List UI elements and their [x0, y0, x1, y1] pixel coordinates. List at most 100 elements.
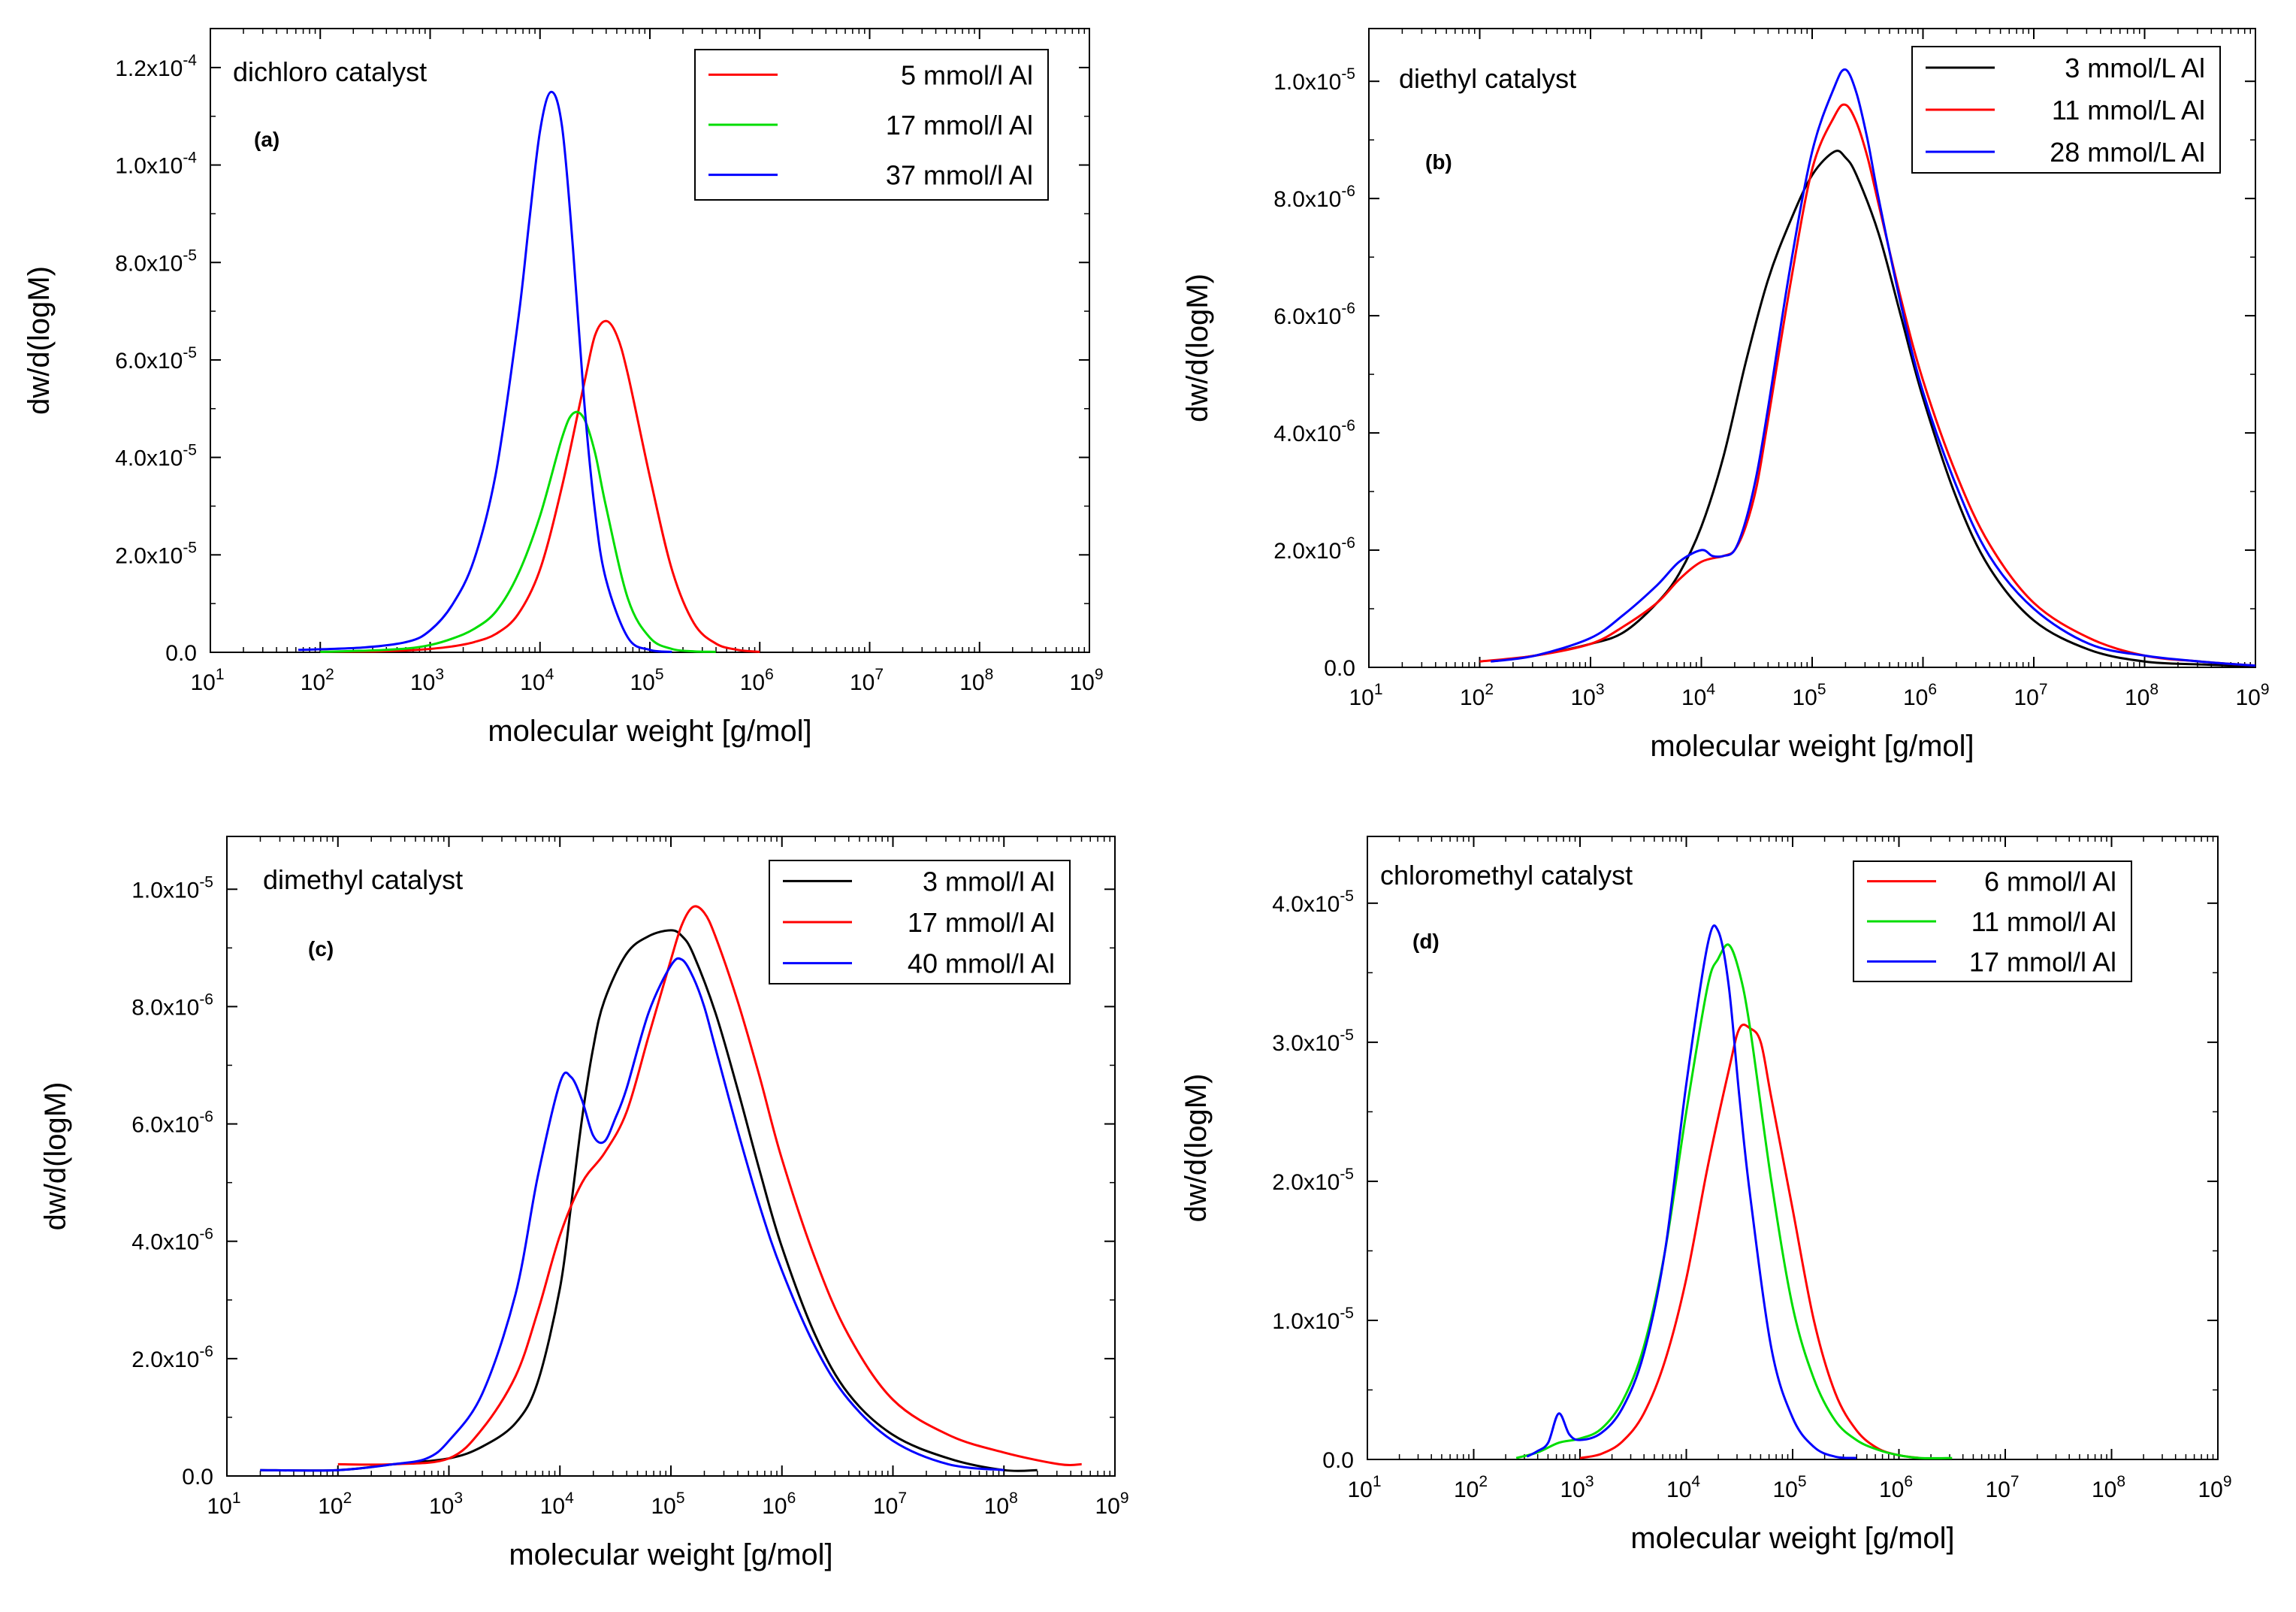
x-axis-label: molecular weight [g/mol] — [509, 1538, 832, 1571]
legend-label: 11 mmol/l Al — [1971, 906, 2116, 937]
y-tick-label: 8.0x10-6 — [131, 990, 213, 1020]
x-tick-label: 102 — [1460, 681, 1494, 710]
x-tick-label: 108 — [984, 1490, 1018, 1519]
legend: 3 mmol/l Al 17 mmol/l Al 40 mmol/l Al — [769, 860, 1071, 984]
panel-label: (d) — [1412, 930, 1440, 953]
y-tick-label: 3.0x10-5 — [1272, 1027, 1354, 1056]
legend-label: 40 mmol/l Al — [908, 948, 1055, 979]
series-line — [1491, 68, 2256, 667]
chart-title: chloromethyl catalyst — [1380, 860, 1633, 891]
x-tick-label: 102 — [301, 666, 334, 695]
chart-panel-b: 101 102 103 104 105 106 107 108 109 0.0 2.0x10-6 4.… — [1181, 28, 2270, 763]
x-tick-label: 109 — [1069, 666, 1103, 695]
y-tick-label: 2.0x10-6 — [1273, 534, 1355, 564]
x-tick-label: 104 — [1666, 1473, 1700, 1502]
panel-label: (b) — [1425, 150, 1452, 174]
legend-label: 28 mmol/L Al — [2050, 137, 2205, 168]
x-tick-label: 101 — [1347, 1473, 1381, 1502]
y-tick-label: 2.0x10-5 — [1272, 1166, 1354, 1195]
chart-panel-c: 101 102 103 104 105 106 107 108 109 0.0 2.0x10-6 4.… — [39, 836, 1129, 1571]
x-tick-label: 103 — [1570, 681, 1604, 710]
x-tick-label: 108 — [2092, 1473, 2125, 1502]
chart-panel-a: 101 102 103 104 105 106 107 108 109 0.0 2.0x10-5 4.… — [23, 28, 1104, 748]
x-tick-label: 107 — [2014, 681, 2047, 710]
x-tick-label: 101 — [207, 1490, 240, 1519]
y-tick-label: 0.0 — [1324, 656, 1355, 681]
legend-label: 5 mmol/l Al — [901, 59, 1033, 90]
legend-label: 17 mmol/l Al — [886, 110, 1033, 141]
y-tick-label: 1.0x10-4 — [115, 150, 197, 179]
x-tick-label: 103 — [429, 1490, 463, 1519]
y-tick-label: 6.0x10-5 — [115, 344, 197, 374]
x-tick-label: 102 — [1454, 1473, 1488, 1502]
y-tick-label: 4.0x10-6 — [1273, 417, 1355, 446]
y-tick-label: 6.0x10-6 — [1273, 300, 1355, 329]
legend: 5 mmol/l Al 17 mmol/l Al 37 mmol/l Al — [694, 49, 1049, 201]
y-tick-label: 4.0x10-6 — [131, 1226, 213, 1255]
series-line — [1526, 924, 1856, 1459]
panel-label: (a) — [254, 128, 279, 151]
chart-title: diethyl catalyst — [1399, 63, 1576, 94]
x-tick-label: 104 — [520, 666, 554, 695]
series-line — [260, 929, 1038, 1472]
legend-label: 3 mmol/l Al — [923, 866, 1055, 897]
x-tick-label: 106 — [762, 1490, 796, 1519]
y-tick-label: 2.0x10-6 — [131, 1343, 213, 1372]
legend: 6 mmol/l Al 11 mmol/l Al 17 mmol/l Al — [1853, 860, 2132, 982]
y-tick-label: 0.0 — [1322, 1448, 1354, 1473]
x-tick-label: 104 — [540, 1490, 574, 1519]
x-tick-label: 101 — [190, 666, 224, 695]
x-tick-label: 109 — [1095, 1490, 1128, 1519]
x-tick-label: 106 — [1879, 1473, 1913, 1502]
x-tick-label: 108 — [959, 666, 993, 695]
y-axis-label: dw/d(logM) — [23, 266, 56, 415]
x-tick-label: 104 — [1681, 681, 1715, 710]
y-tick-label: 8.0x10-5 — [115, 246, 197, 276]
x-tick-label: 106 — [1903, 681, 1937, 710]
x-tick-label: 107 — [873, 1490, 907, 1519]
y-tick-label: 0.0 — [182, 1465, 213, 1490]
x-tick-label: 102 — [318, 1490, 352, 1519]
y-tick-label: 1.2x10-4 — [115, 52, 197, 81]
legend-label: 3 mmol/L Al — [2065, 53, 2205, 83]
x-tick-label: 103 — [410, 666, 444, 695]
y-tick-label: 1.0x10-5 — [1272, 1305, 1354, 1334]
x-tick-label: 106 — [740, 666, 774, 695]
x-tick-label: 107 — [850, 666, 884, 695]
legend-label: 17 mmol/l Al — [1969, 946, 2116, 977]
chart-title: dichloro catalyst — [233, 56, 427, 87]
y-tick-label: 0.0 — [165, 641, 197, 666]
x-tick-label: 105 — [1772, 1473, 1806, 1502]
legend-label: 6 mmol/l Al — [1984, 866, 2116, 897]
series-line — [1515, 943, 1953, 1459]
x-tick-label: 105 — [630, 666, 663, 695]
series-line — [1479, 103, 2256, 667]
x-tick-label: 109 — [2198, 1473, 2231, 1502]
x-tick-label: 107 — [1985, 1473, 2019, 1502]
y-tick-label: 4.0x10-5 — [1272, 888, 1354, 917]
x-tick-label: 101 — [1349, 681, 1382, 710]
y-tick-label: 8.0x10-6 — [1273, 183, 1355, 212]
x-axis-label: molecular weight [g/mol] — [1630, 1522, 1954, 1555]
legend-label: 37 mmol/l Al — [886, 160, 1033, 191]
y-axis-label: dw/d(logM) — [39, 1082, 72, 1231]
x-tick-label: 105 — [651, 1490, 684, 1519]
y-tick-label: 1.0x10-5 — [1273, 65, 1355, 95]
legend: 3 mmol/L Al 11 mmol/L Al 28 mmol/L Al — [1911, 46, 2221, 174]
series-line — [337, 905, 1082, 1467]
legend-label: 11 mmol/L Al — [2052, 95, 2205, 126]
x-axis-label: molecular weight [g/mol] — [1650, 730, 1974, 763]
series-line — [260, 957, 1005, 1472]
y-tick-label: 1.0x10-5 — [131, 873, 213, 903]
x-tick-label: 105 — [1792, 681, 1826, 710]
y-axis-label: dw/d(logM) — [1180, 1074, 1213, 1223]
y-axis-label: dw/d(logM) — [1181, 274, 1214, 422]
panel-label: (c) — [308, 937, 334, 960]
x-tick-label: 108 — [2125, 681, 2159, 710]
x-tick-label: 109 — [2235, 681, 2269, 710]
legend-label: 17 mmol/l Al — [908, 907, 1055, 938]
y-tick-label: 6.0x10-6 — [131, 1108, 213, 1138]
series-line — [320, 410, 716, 653]
x-axis-label: molecular weight [g/mol] — [488, 715, 811, 748]
